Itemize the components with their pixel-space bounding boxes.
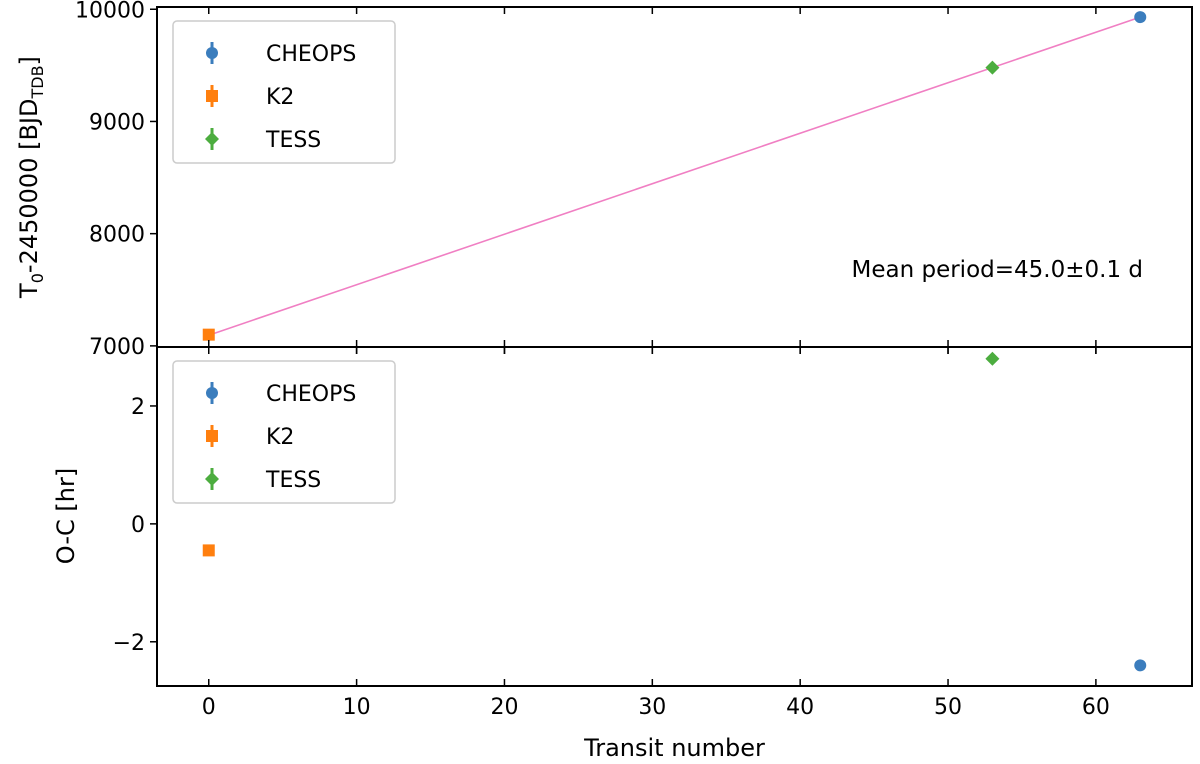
legend-box — [172, 20, 396, 164]
legend-label: TESS — [265, 128, 321, 153]
y-tick-label: 10000 — [75, 0, 145, 23]
legend-cheops-marker — [206, 387, 218, 399]
legend-label: TESS — [265, 468, 321, 493]
y-axis-label: O-C [hr] — [52, 468, 80, 564]
legend: CHEOPS K2 TESS — [172, 360, 396, 504]
data-point-tess — [985, 60, 1000, 75]
x-tick-label: 30 — [638, 695, 666, 720]
y-tick-label: 8000 — [89, 223, 145, 248]
top-panel: 7000 8000 9000 10000 T0-2450000 [BJDTDB] Mean… — [15, 0, 1193, 360]
legend-k2-marker — [206, 430, 218, 442]
y-tick-label: 9000 — [89, 110, 145, 135]
legend-label: CHEOPS — [266, 382, 356, 407]
legend-cheops-marker — [206, 47, 218, 59]
y-tick-label: 7000 — [89, 335, 145, 360]
x-tick-label: 10 — [343, 695, 371, 720]
bottom-panel: 0 10 20 30 40 50 60 −2 0 2 O-C [hr] Transit number C… — [52, 346, 1193, 762]
legend: CHEOPS K2 TESS — [172, 20, 396, 164]
y-tick-label: 2 — [131, 395, 145, 420]
legend-label: CHEOPS — [266, 42, 356, 67]
x-tick-label: 0 — [202, 695, 216, 720]
data-point-cheops — [1134, 659, 1147, 672]
legend-tess-marker — [205, 472, 219, 486]
x-tick-label: 60 — [1082, 695, 1110, 720]
mean-period-annotation: Mean period=45.0±0.1 d — [852, 257, 1144, 283]
data-point-k2 — [202, 544, 215, 557]
legend-box — [172, 360, 396, 504]
y-tick-label: −2 — [113, 631, 145, 656]
x-tick-label: 50 — [934, 695, 962, 720]
x-tick-label: 40 — [786, 695, 814, 720]
legend-label: K2 — [266, 85, 294, 110]
legend-label: K2 — [266, 425, 294, 450]
x-axis-label: Transit number — [583, 734, 765, 762]
y-tick-label: 0 — [131, 513, 145, 538]
axes-frame — [156, 346, 1193, 687]
data-point-tess — [985, 351, 1000, 366]
data-point-cheops — [1134, 11, 1147, 24]
x-tick-label: 20 — [490, 695, 518, 720]
linear-fit-line — [208, 16, 1141, 336]
legend-k2-marker — [206, 90, 218, 102]
y-axis-label: T0-2450000 [BJDTDB] — [15, 56, 47, 299]
data-point-k2 — [202, 328, 215, 341]
legend-tess-marker — [205, 132, 219, 146]
